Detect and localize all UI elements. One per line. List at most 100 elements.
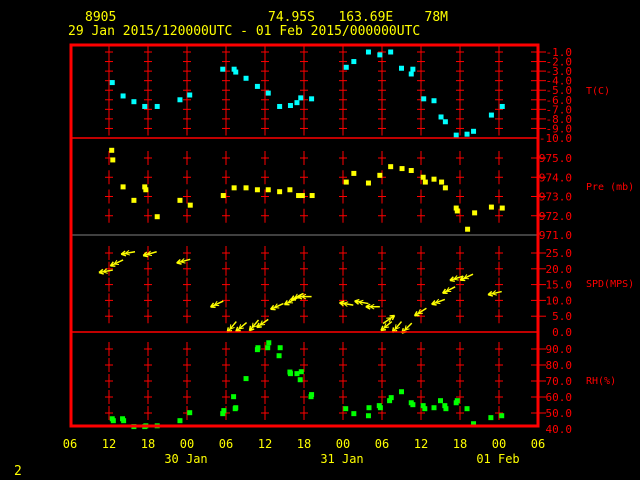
wind-arrow-shaft (235, 321, 248, 333)
wind-arrow-head (404, 325, 407, 331)
wind-arrow-shaft (98, 269, 113, 274)
wind-arrow-head (394, 326, 400, 330)
y-tick-label: -7.0 (546, 103, 573, 116)
data-point (110, 157, 116, 163)
data-point (365, 180, 371, 186)
data-point (499, 413, 505, 419)
wind-arrow-head (358, 301, 363, 306)
data-point (471, 128, 477, 134)
data-point (131, 197, 137, 203)
data-point (431, 405, 437, 411)
x-date-label: 01 Feb (476, 452, 519, 466)
x-tick-label: 12 (102, 437, 116, 451)
wind-arrow (235, 321, 248, 333)
wind-arrow-head (431, 299, 436, 305)
x-tick-label: 18 (297, 437, 311, 451)
y-tick-label: -8.0 (546, 113, 573, 126)
wind-arrow (365, 303, 380, 310)
wind-arrow (209, 300, 224, 309)
data-point (377, 405, 383, 411)
wind-arrow (270, 302, 284, 311)
wind-arrow-shaft (459, 273, 474, 281)
y-tick-label: 0.0 (552, 326, 572, 339)
y-tick-label: 10.0 (546, 294, 573, 307)
wind-arrow-shaft (256, 318, 269, 329)
wind-arrow-head (176, 258, 181, 264)
wind-arrow-head (229, 324, 232, 330)
wind-arrow (176, 258, 191, 265)
y-tick-label: 80.0 (546, 359, 573, 372)
y-axis-label: Pre (mb) (586, 182, 634, 193)
wind-arrow-head (301, 293, 307, 298)
y-tick-label: 70.0 (546, 375, 573, 388)
wind-arrow (142, 250, 157, 258)
data-point (438, 114, 444, 120)
data-point (120, 93, 126, 99)
wind-arrow (297, 293, 312, 300)
data-point (298, 95, 304, 101)
wind-arrow (449, 275, 464, 283)
y-tick-label: -10.0 (539, 132, 572, 145)
data-point (276, 353, 282, 359)
wind-arrow-head (102, 271, 108, 274)
wind-arrow-head (463, 274, 468, 279)
y-tick-label: 50.0 (546, 407, 573, 420)
wind-arrow-head (209, 302, 215, 308)
wind-arrow (339, 300, 354, 307)
wind-arrow (226, 321, 237, 333)
panel-wind-speed: 25.0 20.0 15.0 10.0 5.0 0.0 SPD(MPS) (98, 246, 634, 339)
y-tick-label: 975.0 (539, 152, 572, 165)
data-point (143, 187, 149, 193)
wind-arrow-shaft (176, 258, 191, 264)
data-point (410, 402, 416, 408)
data-point (243, 376, 249, 382)
y-axis-label: RH(%) (586, 376, 616, 387)
wind-arrow-head (113, 259, 118, 265)
data-point (454, 398, 460, 404)
x-tick-label: 18 (453, 437, 467, 451)
data-point (443, 406, 449, 412)
data-point (142, 184, 148, 190)
data-point (454, 208, 460, 214)
wind-arrow-head (365, 303, 371, 308)
x-tick-label: 06 (63, 437, 77, 451)
data-point (296, 193, 302, 199)
data-point (294, 100, 300, 106)
y-tick-label: 971.0 (539, 229, 572, 242)
data-point (377, 172, 383, 178)
data-point (488, 415, 494, 421)
wind-arrow-head (449, 276, 454, 281)
wind-arrow-head (235, 326, 239, 332)
wind-arrow-head (404, 328, 410, 331)
data-point (187, 202, 193, 208)
data-point (287, 103, 293, 109)
data-point (309, 193, 315, 199)
wind-arrow-head (413, 310, 418, 317)
wind-arrow-head (339, 300, 345, 304)
wind-arrow-head (354, 298, 360, 302)
wind-arrow-head (290, 295, 295, 301)
wind-arrow-shaft (210, 300, 224, 308)
wind-arrow (109, 259, 124, 267)
data-point (453, 132, 459, 138)
wind-arrow-head (180, 258, 185, 263)
wind-arrow-head (287, 298, 292, 304)
y-tick-label: 974.0 (539, 171, 572, 184)
data-point (109, 147, 115, 153)
x-date-label: 30 Jan (164, 452, 207, 466)
x-tick-label: 12 (414, 437, 428, 451)
data-point (422, 179, 428, 185)
data-point (365, 49, 371, 55)
data-point (399, 65, 404, 71)
wind-arrow-head (417, 308, 421, 314)
x-tick-label: 00 (492, 437, 506, 451)
data-point (231, 394, 237, 400)
wind-arrow-head (453, 278, 459, 281)
data-point (420, 174, 426, 180)
data-point (254, 187, 260, 193)
data-point (465, 226, 471, 232)
data-point (471, 421, 477, 427)
y-tick-label: -2.0 (546, 56, 573, 69)
data-point (277, 345, 283, 351)
wind-arrow-head (388, 317, 392, 323)
